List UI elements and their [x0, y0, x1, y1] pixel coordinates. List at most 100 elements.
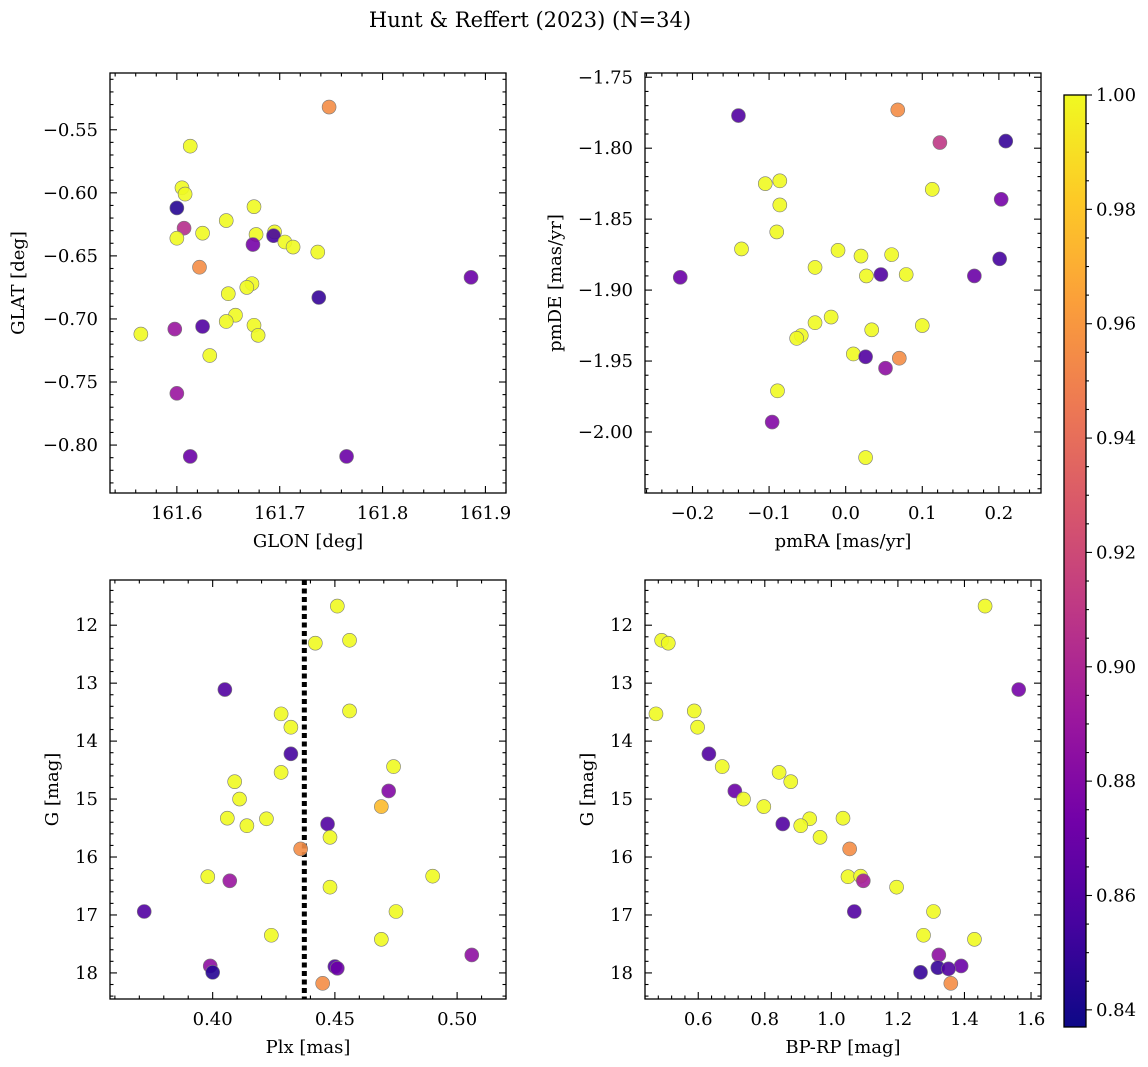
data-point [136, 904, 152, 919]
data-point [873, 267, 889, 282]
data-point [463, 270, 479, 285]
data-point [714, 759, 730, 774]
y-tick-label: 18 [610, 963, 633, 984]
x-axis-label: pmRA [mas/yr] [775, 531, 912, 552]
x-tick-label: 0.6 [684, 1009, 713, 1030]
data-point [273, 706, 289, 722]
data-point [239, 280, 255, 295]
x-tick-label: 1.2 [884, 1009, 913, 1030]
y-tick-label: −0.55 [43, 120, 98, 141]
data-point [890, 102, 906, 118]
y-tick-label: −1.85 [578, 209, 633, 230]
data-point [672, 270, 688, 285]
data-point [807, 315, 823, 331]
data-point [169, 230, 185, 246]
data-point [812, 830, 828, 845]
x-axis-label: GLON [deg] [253, 531, 363, 552]
data-point [992, 251, 1007, 267]
data-point [891, 350, 907, 366]
panel-glon-glat: 161.6 161.7 161.8 161.9 −0.80 −0.75 −0.70 −0.65… [8, 72, 511, 552]
points-plx-g [136, 598, 480, 991]
data-point [757, 176, 773, 191]
axes-frame [109, 72, 507, 494]
x-tick-label: 161.7 [254, 503, 306, 524]
data-point [764, 414, 780, 430]
data-point [884, 247, 899, 262]
data-point [769, 224, 785, 240]
data-point [464, 947, 480, 963]
data-point [182, 138, 198, 154]
y-tick-label: 13 [610, 673, 633, 694]
data-point [386, 759, 401, 774]
data-point [898, 267, 914, 282]
data-point [322, 879, 338, 895]
data-point [374, 799, 389, 814]
colorbar-gradient [1064, 95, 1086, 1027]
y-tick-label: −0.75 [43, 372, 98, 393]
y-tick-label: 12 [75, 615, 98, 636]
data-point [342, 632, 357, 648]
data-point [889, 879, 904, 895]
data-point [293, 841, 308, 857]
data-point [182, 449, 198, 464]
data-point [339, 449, 354, 464]
x-tick-label: 0.0 [831, 503, 860, 524]
data-point [823, 309, 839, 325]
x-tick-label: 1.0 [817, 1009, 846, 1030]
colorbar-tick-label: 0.92 [1096, 542, 1136, 563]
data-point [924, 182, 940, 197]
points-glon-glat [133, 99, 479, 464]
y-tick-label: 15 [610, 789, 633, 810]
data-point [878, 360, 893, 376]
data-point [311, 290, 327, 305]
data-point [285, 239, 301, 255]
colorbar-tick-label: 0.96 [1096, 314, 1136, 335]
data-point [783, 774, 799, 789]
y-tick-label: 13 [75, 673, 98, 694]
data-point [772, 173, 788, 189]
data-point [200, 869, 216, 885]
data-point [308, 635, 323, 651]
data-point [998, 133, 1014, 149]
data-point [232, 791, 247, 807]
data-point [310, 244, 326, 260]
data-point [320, 816, 335, 832]
data-point [855, 873, 871, 889]
data-point [932, 135, 948, 150]
data-point [701, 746, 717, 762]
data-point [266, 228, 281, 243]
data-point [953, 958, 969, 974]
data-point [993, 191, 1009, 207]
colorbar-tick-label: 0.84 [1096, 1000, 1136, 1021]
data-point [734, 241, 749, 257]
data-point [847, 904, 862, 919]
y-tick-label: −1.90 [578, 280, 633, 301]
data-point [840, 869, 856, 885]
data-point [330, 960, 345, 976]
data-point [835, 810, 851, 826]
data-point [192, 259, 207, 275]
colorbar-tick-label: 0.88 [1096, 771, 1136, 792]
y-tick-label: 17 [610, 905, 633, 926]
data-point [205, 965, 220, 980]
data-point [202, 348, 218, 363]
data-point [846, 346, 861, 362]
x-axis-label: BP-RP [mag] [785, 1037, 900, 1058]
x-tick-label: 0.2 [985, 503, 1014, 524]
data-point [1011, 682, 1027, 697]
colorbar-tick-label: 0.86 [1096, 885, 1136, 906]
x-tick-label: 0.45 [315, 1009, 355, 1030]
data-point [220, 286, 236, 302]
y-tick-label: −1.95 [578, 351, 633, 372]
data-point [858, 450, 873, 465]
axes-frame [644, 72, 1042, 494]
colorbar: 0.84 0.86 0.88 0.90 0.92 0.94 0.96 0.98 1.00 [1063, 85, 1136, 1028]
data-point [176, 220, 192, 236]
y-tick-label: 16 [75, 847, 98, 868]
data-point [756, 799, 772, 814]
x-tick-label: 0.8 [750, 1009, 779, 1030]
y-tick-label: 12 [610, 615, 633, 636]
y-tick-label: 16 [610, 847, 633, 868]
panel-bprp-g: 0.6 0.8 1.0 1.2 1.4 1.6 12 13 14 15 16 17 18 BP-RP [m… [577, 579, 1045, 1058]
